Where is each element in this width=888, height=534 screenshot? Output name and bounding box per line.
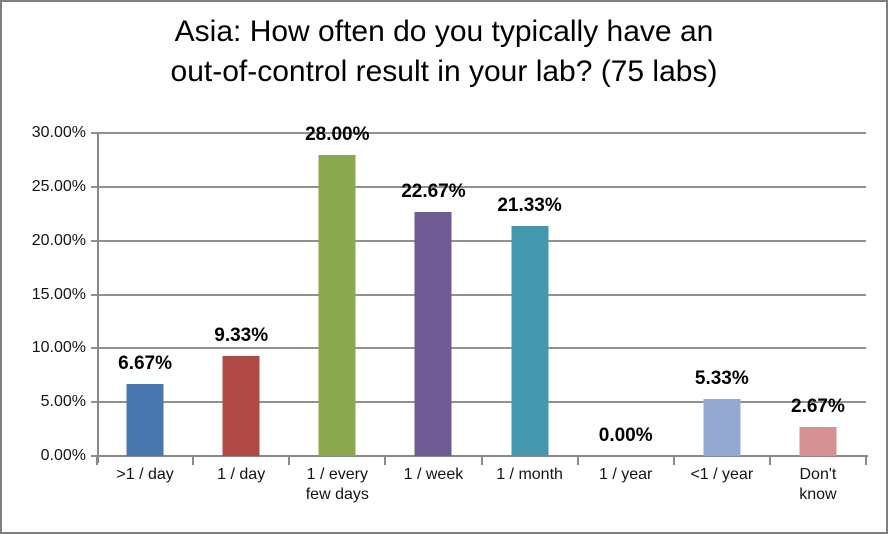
x-tick-label: >1 / day [116, 466, 174, 483]
bar [414, 212, 452, 456]
bar-value-label: 21.33% [497, 195, 562, 216]
bar [511, 226, 549, 456]
x-axis-tick [192, 456, 194, 465]
bar [703, 399, 741, 456]
x-tick-label: <1 / year [690, 466, 754, 483]
bar-slot: 28.00% [289, 124, 385, 456]
bar-slot: 6.67% [97, 133, 193, 456]
x-axis-tick [288, 456, 290, 465]
gridline [91, 401, 866, 404]
x-tick-label: 1 / every few days [305, 466, 369, 503]
x-axis-tick [577, 456, 579, 465]
y-tick-label: 0.00% [40, 447, 86, 464]
bar [799, 427, 837, 456]
gridline [91, 347, 866, 350]
x-axis-line [91, 455, 868, 457]
bar [126, 384, 164, 456]
bar-value-label: 28.00% [305, 124, 370, 145]
x-axis-tick [96, 456, 98, 465]
x-tick-label: Don't know [799, 466, 837, 503]
y-tick-label: 10.00% [31, 339, 86, 357]
chart-title-line2: out-of-control result in your lab? (75 l… [170, 55, 718, 88]
y-tick-label: 25.00% [31, 177, 86, 195]
gridline [91, 185, 866, 188]
bar-value-label: 9.33% [214, 325, 269, 346]
bar [318, 155, 356, 456]
bar-value-label: 22.67% [401, 181, 466, 202]
y-tick-label: 20.00% [31, 231, 86, 249]
bar-slot: 0.00% [578, 133, 674, 456]
y-tick-label: 30.00% [31, 124, 86, 141]
x-axis-tick [865, 456, 867, 465]
bar [222, 356, 260, 456]
bar-slot: 2.67% [770, 133, 866, 456]
gridline [91, 293, 866, 296]
y-axis-labels: 0.00% 5.00% 10.00% 15.00% 20.00% 25.00% 30.00% [2, 124, 86, 464]
bar-slot: 22.67% [385, 133, 481, 456]
bar-slot: 9.33% [193, 133, 289, 456]
bar-value-label: 2.67% [791, 396, 845, 417]
bar-slot: 5.33% [674, 133, 770, 456]
x-tick-label: 1 / day [217, 466, 266, 483]
y-tick-label: 5.00% [40, 393, 86, 411]
gridline [91, 239, 866, 242]
x-tick-label: 1 / week [403, 466, 464, 483]
x-tick-label: 1 / month [496, 466, 563, 483]
x-axis-labels: >1 / day 1 / day 1 / every few days 1 / wee… [97, 465, 866, 505]
x-tick-label: 1 / year [599, 466, 653, 483]
x-axis-tick [769, 456, 771, 465]
y-axis-line [97, 133, 99, 463]
bar-value-label: 0.00% [598, 425, 653, 446]
chart-title-line1: Asia: How often do you typically have an [174, 15, 714, 48]
x-axis-tick [481, 456, 483, 465]
y-tick-label: 15.00% [31, 285, 86, 303]
bar-series: 6.67% 9.33% 28.00% 22.67% 21.33% 0.00% 5.33% 2.… [97, 124, 866, 456]
x-axis-tick [673, 456, 675, 465]
bar-value-label: 5.33% [694, 368, 749, 389]
x-axis-tick [384, 456, 386, 465]
chart-title: Asia: How often do you typically have an… [2, 12, 886, 92]
bar-value-label: 6.67% [118, 353, 172, 374]
bar-slot: 21.33% [482, 133, 578, 456]
gridline [91, 132, 866, 134]
